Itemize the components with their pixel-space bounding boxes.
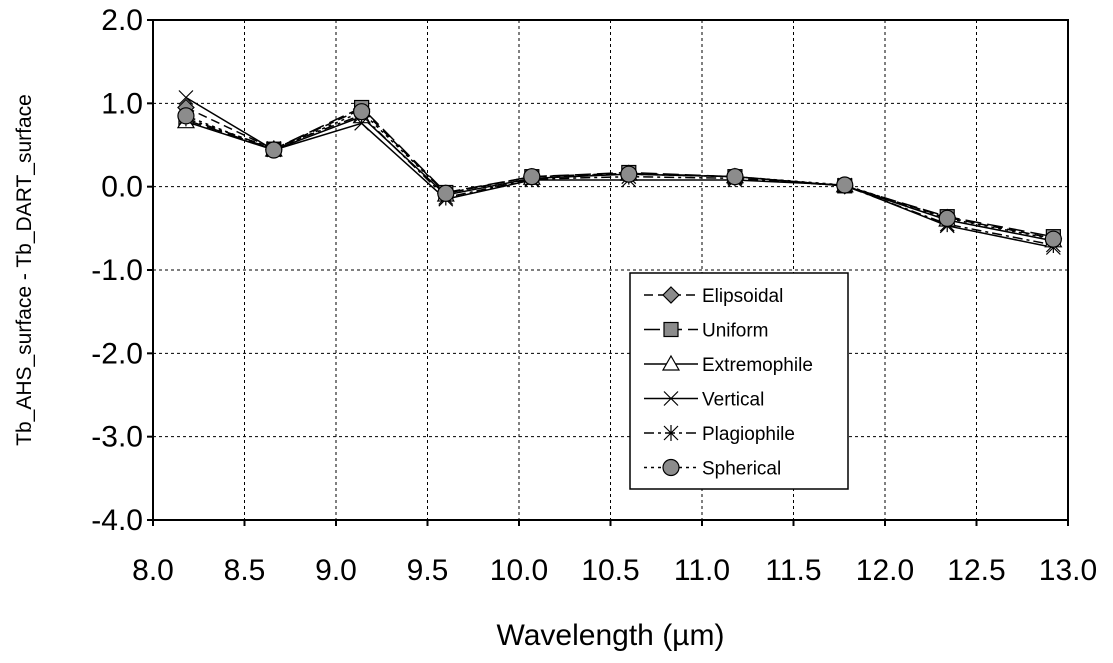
y-tick-label: 1.0 xyxy=(101,87,143,120)
data-point-spherical xyxy=(620,165,638,183)
data-point-spherical xyxy=(938,209,956,227)
series-line-uniform xyxy=(185,106,1054,238)
x-tick-label: 8.5 xyxy=(224,554,266,587)
x-tick-label: 13.0 xyxy=(1039,554,1097,587)
data-point-spherical xyxy=(353,103,371,121)
x-tick-label: 9.0 xyxy=(315,554,357,587)
legend-label: Extremophile xyxy=(702,355,813,376)
legend-marker-elipsoidal xyxy=(662,286,680,304)
legend-marker-plagiophile xyxy=(663,425,679,441)
x-tick-label: 9.5 xyxy=(407,554,449,587)
data-point-spherical xyxy=(726,168,744,186)
x-tick-label: 10.5 xyxy=(581,554,639,587)
x-tick-label: 10.0 xyxy=(490,554,548,587)
series-lines xyxy=(176,90,1063,255)
y-tick-label: -3.0 xyxy=(91,421,143,454)
x-tick-label: 8.0 xyxy=(132,554,174,587)
legend-label: Spherical xyxy=(702,459,781,480)
y-tick-label: 0.0 xyxy=(101,171,143,204)
data-point-spherical xyxy=(836,176,854,194)
y-tick-label: 2.0 xyxy=(101,4,143,37)
data-point-spherical xyxy=(1044,230,1062,248)
x-tick-label: 11.5 xyxy=(765,554,821,587)
series-line-extremophile xyxy=(185,115,1054,242)
legend-label: Vertical xyxy=(702,390,764,411)
data-point-spherical xyxy=(437,184,455,202)
data-point-vertical xyxy=(178,90,194,105)
legend-box xyxy=(629,272,849,490)
legend: Elipsoidal Uniform Extremophile Vertical Pla… xyxy=(629,272,849,490)
legend-marker-uniform xyxy=(663,321,679,338)
data-point-spherical xyxy=(265,141,283,159)
y-axis-title: Tb_AHS_surface - Tb_DART_surface xyxy=(13,94,36,446)
y-tick-label: -4.0 xyxy=(91,504,143,537)
legend-label: Plagiophile xyxy=(702,424,795,445)
data-point-spherical xyxy=(523,168,541,186)
data-point-spherical xyxy=(177,107,195,125)
x-axis-title: Wavelength (µm) xyxy=(497,619,725,652)
legend-label: Elipsoidal xyxy=(702,286,783,307)
series-line-spherical xyxy=(185,110,1054,240)
y-tick-label: -2.0 xyxy=(91,337,143,370)
y-tick-label: -1.0 xyxy=(91,254,143,287)
legend-marker-vertical xyxy=(663,391,679,406)
x-tick-label: 12.5 xyxy=(947,554,1005,587)
x-tick-label: 11.0 xyxy=(674,554,730,587)
legend-marker-extremophile xyxy=(661,354,681,371)
x-tick-label: 12.0 xyxy=(856,554,914,587)
legend-marker-spherical xyxy=(662,458,680,477)
legend-label: Uniform xyxy=(702,321,769,342)
series-line-plagiophile xyxy=(185,114,1054,246)
axis-ticks: 2.0 1.0 0.0 -1.0 -2.0 -3.0 -4.0 8.0 8.5 9.0 9.5 10.… xyxy=(91,4,1097,587)
